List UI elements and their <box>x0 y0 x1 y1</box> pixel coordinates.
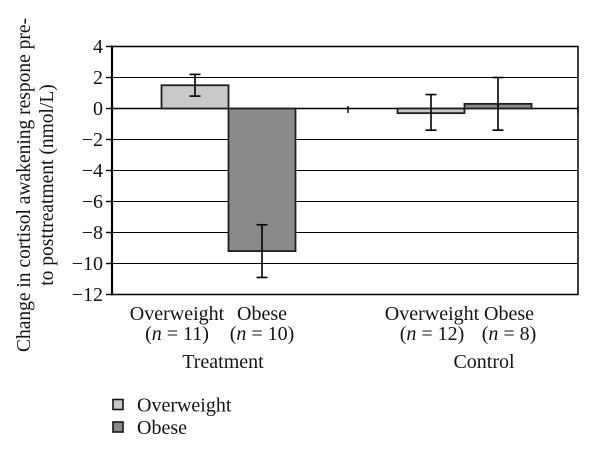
category-n-label-treatment-overweight: (n = 11) <box>145 323 209 345</box>
plot-frame <box>106 45 579 296</box>
legend-swatch-obese <box>112 421 124 433</box>
legend: Overweight Obese <box>112 395 232 439</box>
n-label-open: ( <box>230 323 237 345</box>
legend-swatch-overweight <box>112 398 124 411</box>
n-label-rest: = 12) <box>416 323 464 345</box>
category-n-label-control-obese: (n = 8) <box>482 323 537 345</box>
group-label-treatment: Treatment <box>182 351 264 373</box>
y-axis-label-line2: to posttreatment (nmol/L) <box>37 84 58 285</box>
category-label-treatment-overweight: Overweight <box>130 303 225 325</box>
error-bar-treatment-obese <box>256 223 268 279</box>
legend-label-overweight: Overweight <box>137 395 232 417</box>
n-label-n: n <box>152 323 162 345</box>
error-bar-control-obese <box>492 76 504 131</box>
n-label-open: ( <box>400 323 407 345</box>
group-label-control: Control <box>453 351 515 373</box>
y-tick-label: −12 <box>72 284 103 306</box>
category-label-treatment-obese: Obese <box>237 303 287 325</box>
n-label-n: n <box>236 323 246 345</box>
category-n-label-control-overweight: (n = 12) <box>400 323 465 345</box>
n-label-n: n <box>488 323 498 345</box>
y-tick-label: −6 <box>82 191 103 213</box>
y-tick-label: 0 <box>93 98 103 120</box>
y-tick-labels: 4 2 0 −2 −4 −6 −8 −10 −12 <box>72 36 103 306</box>
y-tick-label: 2 <box>93 67 103 89</box>
n-label-rest: = 11) <box>162 323 209 345</box>
category-label-control-overweight: Overweight <box>385 303 480 325</box>
n-label-open: ( <box>145 323 152 345</box>
category-labels: Overweight(n = 11)Obese(n = 10)Overweigh… <box>130 303 537 345</box>
error-bar-control-overweight <box>425 93 437 131</box>
bars <box>160 84 533 253</box>
n-label-open: ( <box>482 323 489 345</box>
gridlines <box>112 46 578 295</box>
y-tick-label: −2 <box>82 129 103 151</box>
category-label-control-obese: Obese <box>484 303 534 325</box>
category-n-label-treatment-obese: (n = 10) <box>230 323 295 345</box>
error-bar-treatment-overweight <box>189 73 201 97</box>
error-bars <box>189 73 504 279</box>
y-axis-label-line1: Change in cortisol awakening respone pre… <box>14 18 35 352</box>
y-tick-label: −10 <box>72 253 103 275</box>
y-tick-label: −8 <box>82 222 103 244</box>
n-label-rest: = 10) <box>246 323 294 345</box>
n-label-n: n <box>406 323 416 345</box>
n-label-rest: = 8) <box>498 323 536 345</box>
legend-label-obese: Obese <box>137 417 187 439</box>
y-tick-label: −4 <box>82 160 103 182</box>
y-tick-label: 4 <box>93 36 103 58</box>
